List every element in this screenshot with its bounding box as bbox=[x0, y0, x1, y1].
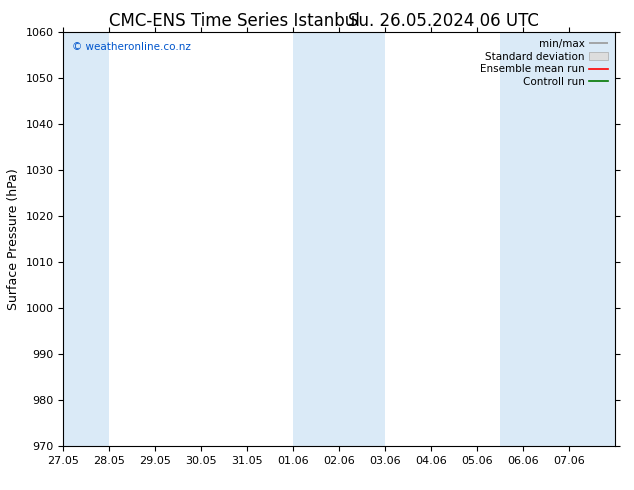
Y-axis label: Surface Pressure (hPa): Surface Pressure (hPa) bbox=[7, 168, 20, 310]
Text: CMC-ENS Time Series Istanbul: CMC-ENS Time Series Istanbul bbox=[109, 12, 360, 30]
Bar bbox=[63, 32, 110, 446]
Text: © weatheronline.co.nz: © weatheronline.co.nz bbox=[72, 42, 191, 52]
Text: Su. 26.05.2024 06 UTC: Su. 26.05.2024 06 UTC bbox=[348, 12, 540, 30]
Bar bbox=[293, 32, 385, 446]
Legend: min/max, Standard deviation, Ensemble mean run, Controll run: min/max, Standard deviation, Ensemble me… bbox=[478, 37, 610, 89]
Bar bbox=[500, 32, 615, 446]
